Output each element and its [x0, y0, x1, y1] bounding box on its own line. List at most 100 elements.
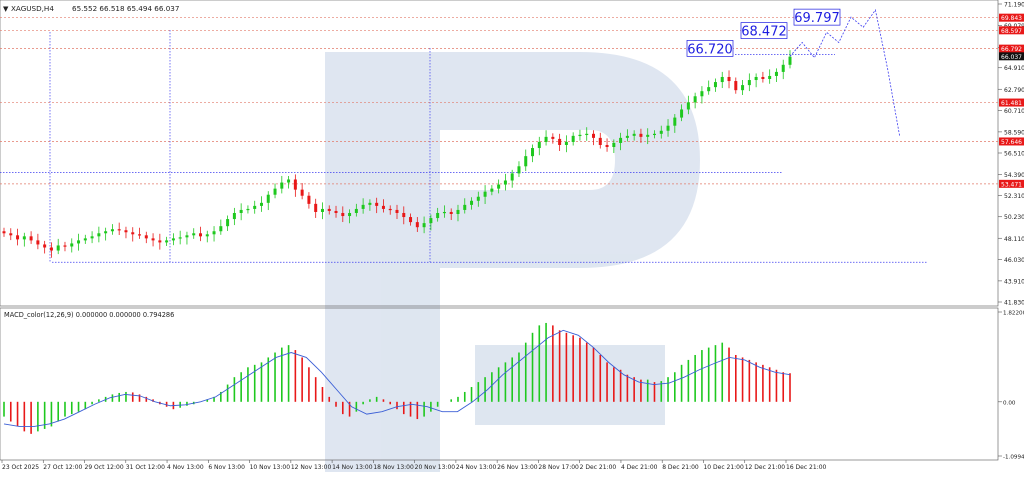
- candle-body: [104, 231, 108, 234]
- candle-body: [205, 234, 209, 237]
- candle-body: [686, 102, 690, 110]
- candle-body: [503, 180, 507, 185]
- price-tick-label: 46.030: [1004, 257, 1024, 264]
- candle-body: [239, 209, 243, 213]
- candle-body: [361, 204, 365, 209]
- target-box: [686, 40, 734, 57]
- candle-body: [436, 212, 440, 219]
- macd-histogram: [3, 322, 791, 434]
- price-tick-label: 64.910: [1004, 65, 1024, 72]
- time-tick-label: 8 Dec 21:00: [662, 464, 699, 471]
- candle-body: [571, 135, 575, 142]
- time-tick-label: 16 Dec 21:00: [786, 464, 827, 471]
- candle-body: [700, 91, 704, 97]
- macd-axis: 1.822008 0.00 -1.099483: [998, 311, 1024, 461]
- target-box: [793, 8, 841, 26]
- candle-body: [151, 238, 155, 241]
- candle-body: [490, 188, 494, 192]
- candle-body: [741, 85, 745, 91]
- time-tick-label: 12 Nov 13:00: [291, 464, 332, 471]
- time-tick-label: 4 Dec 21:00: [621, 464, 658, 471]
- candle-body: [178, 237, 182, 239]
- candle-body: [77, 240, 81, 244]
- candle-body: [253, 205, 257, 209]
- candle-body: [259, 202, 263, 206]
- candle-body: [747, 80, 751, 86]
- candle-body: [287, 179, 291, 183]
- macd-label: MACD_color(12,26,9) 0.000000 0.000000 0.…: [4, 311, 174, 319]
- candle-body: [774, 71, 778, 76]
- time-tick-label: 2 Dec 21:00: [580, 464, 617, 471]
- forecast-path: [789, 9, 901, 137]
- time-tick-label: 24 Nov 13:00: [456, 464, 497, 471]
- forecast-line: [789, 9, 901, 137]
- candle-body: [63, 245, 67, 247]
- candle-body: [585, 133, 589, 136]
- macd-tick-label: 1.822008: [1003, 311, 1024, 317]
- candle-body: [9, 233, 13, 236]
- candle-body: [354, 208, 358, 213]
- candle-body: [368, 202, 372, 205]
- price-tag-label: 57.646: [1001, 139, 1022, 146]
- candle-body: [381, 205, 385, 209]
- candle-body: [375, 202, 379, 206]
- price-tick-label: 56.510: [1004, 151, 1024, 158]
- candle-body: [463, 204, 467, 210]
- candle-body: [497, 184, 501, 189]
- chart-dropdown-icon[interactable]: ▼: [3, 5, 9, 13]
- candle-body: [592, 133, 595, 138]
- time-tick-label: 29 Oct 12:00: [85, 464, 124, 471]
- time-tick-label: 14 Nov 13:00: [332, 464, 373, 471]
- candle-body: [293, 179, 297, 190]
- candle-body: [273, 188, 277, 195]
- candle-body: [707, 87, 711, 92]
- price-tick-label: 41.830: [1004, 300, 1024, 307]
- candle-body: [422, 223, 426, 228]
- resistance-levels: [0, 17, 998, 263]
- price-tick-label: 60.710: [1004, 108, 1024, 115]
- candle-body: [537, 141, 541, 149]
- price-tag: [999, 52, 1024, 61]
- price-tick-label: 71.190: [1004, 2, 1024, 9]
- time-tick-label: 27 Oct 12:00: [43, 464, 82, 471]
- candle-body: [16, 235, 20, 240]
- candle-body: [558, 138, 562, 145]
- candle-body: [632, 133, 636, 136]
- candle-body: [449, 211, 453, 215]
- candle-body: [625, 135, 629, 138]
- time-tick-label: 26 Nov 13:00: [497, 464, 538, 471]
- price-tag-label: 61.481: [1001, 100, 1022, 107]
- price-tag: [999, 137, 1024, 146]
- target-label: 68.472: [741, 25, 787, 40]
- price-tick-label: 52.310: [1004, 193, 1024, 200]
- candle-body: [327, 208, 331, 211]
- candle-body: [314, 203, 318, 212]
- candle-body: [70, 243, 74, 247]
- candle-body: [673, 117, 677, 126]
- time-markers: [49, 30, 431, 262]
- candle-body: [199, 233, 202, 237]
- candle-body: [680, 109, 684, 118]
- candle-body: [517, 166, 521, 174]
- candle-body: [639, 133, 643, 137]
- candle-body: [43, 244, 47, 248]
- candle-body: [578, 134, 582, 137]
- candle-body: [476, 196, 480, 201]
- price-tag-label: 68.597: [1001, 28, 1022, 35]
- time-tick-label: 18 Nov 13:00: [373, 464, 414, 471]
- price-tag: [999, 179, 1024, 188]
- candle-body: [232, 212, 236, 220]
- candle-body: [524, 156, 528, 167]
- candle-body: [713, 82, 717, 88]
- candle-body: [761, 76, 765, 80]
- candle-body: [666, 125, 670, 131]
- candle-body: [83, 238, 87, 241]
- price-tag: [999, 13, 1024, 22]
- time-tick-label: 31 Oct 12:00: [126, 464, 165, 471]
- candle-body: [395, 209, 399, 213]
- candle-body: [483, 191, 487, 197]
- candle-body: [29, 236, 33, 241]
- candle-body: [280, 182, 284, 189]
